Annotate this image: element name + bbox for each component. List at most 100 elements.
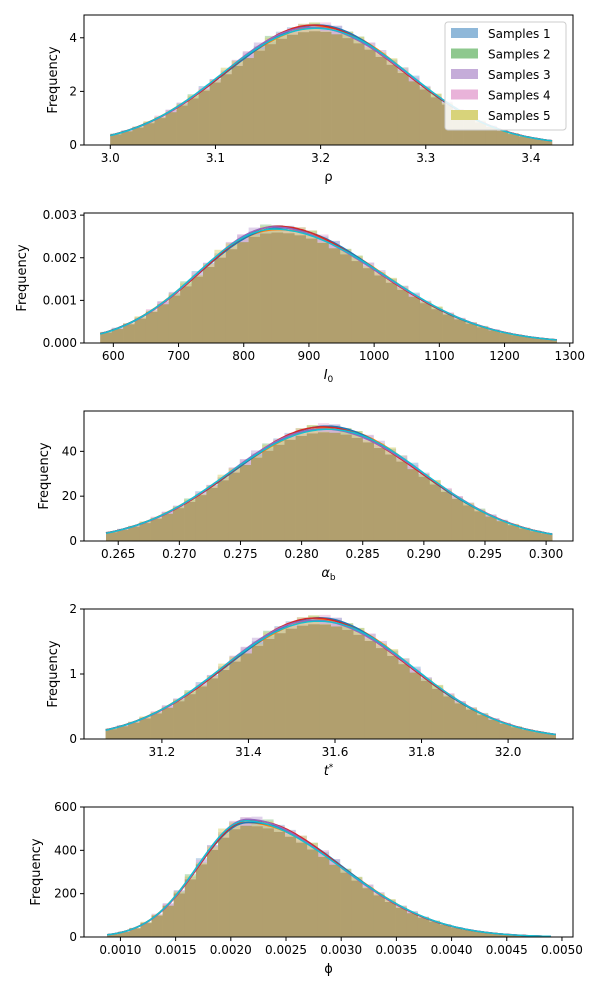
histogram-overlap xyxy=(395,907,408,937)
x-tick-label: 0.290 xyxy=(407,547,441,561)
x-tick-label: 31.4 xyxy=(235,745,262,759)
histogram-overlap xyxy=(308,624,320,739)
histogram-overlap xyxy=(373,448,386,541)
x-tick-label: 0.265 xyxy=(101,547,135,561)
histogram-overlap xyxy=(262,828,274,937)
histogram-overlap xyxy=(522,337,535,343)
histogram-overlap xyxy=(206,487,218,541)
histogram-overlap xyxy=(375,648,388,739)
histogram-overlap xyxy=(218,837,230,937)
histogram-overlap xyxy=(484,933,496,937)
histogram-overlap xyxy=(342,38,354,145)
histogram-overlap xyxy=(123,324,135,343)
x-tick-label: 1300 xyxy=(554,349,585,363)
histogram-overlap xyxy=(176,105,188,145)
y-axis-label: Frequency xyxy=(46,46,61,113)
x-tick-label: 1100 xyxy=(424,349,455,363)
legend: Samples 1 Samples 2 Samples 3 Samples 4 Samp… xyxy=(444,21,567,131)
x-tick-label: 3.4 xyxy=(521,151,540,165)
x-axis-label: ϕ xyxy=(324,962,333,977)
histogram-overlap xyxy=(317,432,330,541)
x-tick-label: 1200 xyxy=(489,349,520,363)
histogram-overlap xyxy=(282,233,295,343)
histogram-overlap xyxy=(295,435,308,541)
histogram-overlap xyxy=(443,696,455,739)
axes-frame xyxy=(83,212,574,344)
histogram-overlap xyxy=(187,98,199,145)
histogram-overlap xyxy=(275,38,288,145)
histogram-overlap xyxy=(541,533,553,541)
histogram-overlap xyxy=(150,713,163,739)
histogram-overlap xyxy=(518,136,531,145)
histogram-overlap xyxy=(161,707,174,739)
histogram-overlap xyxy=(319,624,331,739)
y-tick-label: 4 xyxy=(69,31,77,45)
legend-swatch xyxy=(451,28,478,38)
histogram-overlap xyxy=(465,323,478,343)
histogram-overlap xyxy=(462,929,474,937)
histogram-overlap xyxy=(110,134,122,145)
x-tick-label: 0.0035 xyxy=(375,943,417,957)
histogram-overlap xyxy=(184,501,196,541)
histogram-overlap xyxy=(295,842,308,937)
histogram-overlap xyxy=(214,257,227,343)
histogram-overlap xyxy=(384,454,397,541)
histogram-overlap xyxy=(296,625,309,739)
subplot-4: 31.2 31.4 31.6 31.8 32.0 0 1 2 t* Frequency xyxy=(46,602,574,779)
x-tick-label: 31.6 xyxy=(322,745,349,759)
histogram-overlap xyxy=(251,826,263,937)
histogram-overlap xyxy=(398,664,410,739)
subplot-5: 0.0010 0.0015 0.0020 0.0025 0.0030 0.0035 0.00… xyxy=(29,800,583,977)
x-tick-label: 32.0 xyxy=(495,745,522,759)
x-tick-label: 0.0050 xyxy=(541,943,583,957)
legend-label: Samples 1 xyxy=(488,27,551,41)
y-tick-label: 1 xyxy=(69,667,77,681)
histogram-overlap xyxy=(431,688,444,739)
histogram-overlap xyxy=(521,729,534,739)
x-axis-label: I0 xyxy=(324,368,334,385)
y-tick-label: 2 xyxy=(69,602,77,616)
histogram-overlap xyxy=(544,733,556,739)
histogram-overlap xyxy=(462,505,475,541)
histogram-overlap xyxy=(229,661,241,739)
histogram-overlap xyxy=(408,296,421,343)
y-tick-label: 0 xyxy=(69,138,77,152)
histogram-overlap xyxy=(240,825,252,937)
histogram-overlap xyxy=(417,917,430,937)
histogram-overlap xyxy=(476,715,489,739)
histogram-overlap xyxy=(207,849,219,937)
legend-swatch xyxy=(451,48,478,59)
histogram-overlap xyxy=(225,249,238,343)
axes-frame xyxy=(83,806,574,938)
histogram-overlap xyxy=(260,233,272,343)
histogram-overlap xyxy=(172,508,185,541)
histogram-overlap xyxy=(545,339,557,343)
x-tick-label: 0.295 xyxy=(468,547,502,561)
y-tick-label: 40 xyxy=(62,444,77,458)
histogram-overlap xyxy=(191,276,204,343)
histogram-overlap xyxy=(374,275,386,343)
histogram-overlap xyxy=(330,626,343,739)
histogram-overlap xyxy=(510,727,523,739)
histogram-overlap xyxy=(118,931,130,937)
x-tick-label: 0.270 xyxy=(162,547,196,561)
histogram-overlap xyxy=(533,732,545,739)
histogram-overlap xyxy=(341,629,354,739)
histogram-overlap xyxy=(328,248,341,343)
legend-label: Samples 5 xyxy=(488,109,551,123)
histogram-overlap xyxy=(364,49,376,146)
histogram-overlap xyxy=(474,511,486,541)
y-axis-label: Frequency xyxy=(37,442,52,509)
histogram-overlap xyxy=(145,311,158,343)
histogram-overlap xyxy=(353,634,365,739)
x-tick-label: 600 xyxy=(102,349,125,363)
histogram-overlap xyxy=(440,491,453,541)
histogram-overlap xyxy=(100,332,113,343)
histogram-overlap xyxy=(496,130,509,145)
histogram-overlap xyxy=(533,338,546,343)
histogram-overlap xyxy=(116,726,129,739)
x-tick-label: 0.0020 xyxy=(210,943,252,957)
histogram-overlap xyxy=(488,719,500,739)
y-axis-label: Frequency xyxy=(46,640,61,707)
histogram-overlap xyxy=(385,282,398,343)
